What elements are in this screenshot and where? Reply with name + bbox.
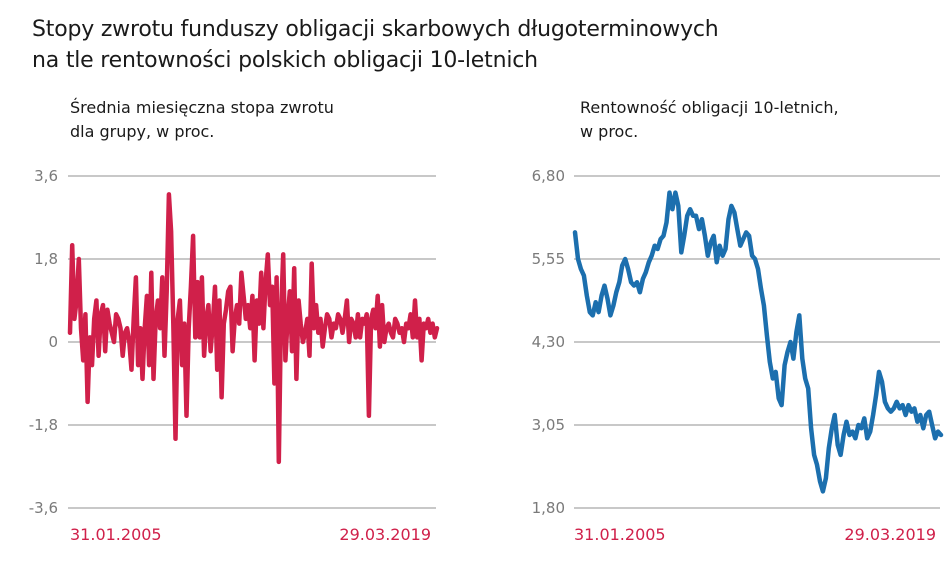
left-x-start-label: 31.01.2005 xyxy=(70,525,162,544)
right-chart-subtitle-line-2: w proc. xyxy=(580,122,639,141)
chart-title: Stopy zwrotu funduszy obligacji skarbowy… xyxy=(32,14,932,76)
left-y-tick-label: -1,8 xyxy=(29,416,58,434)
left-y-tick-label: 0 xyxy=(48,333,58,351)
left-x-end-label: 29.03.2019 xyxy=(339,525,431,544)
left-chart-subtitle-line-2: dla grupy, w proc. xyxy=(70,122,215,141)
right-y-tick-label: 6,80 xyxy=(532,167,565,185)
right-chart-subtitle: Rentowność obligacji 10-letnich, w proc. xyxy=(580,96,839,144)
left-y-tick-label: 1,8 xyxy=(34,250,58,268)
right-y-tick-label: 5,55 xyxy=(532,250,565,268)
right-chart: 6,80 5,55 4,30 3,05 1,80 31.01.2005 29.03.2019 xyxy=(532,167,944,544)
left-chart-subtitle: Średnia miesięczna stopa zwrotu dla grup… xyxy=(70,96,334,144)
right-x-end-label: 29.03.2019 xyxy=(844,525,936,544)
right-x-start-label: 31.01.2005 xyxy=(574,525,666,544)
chart-title-line-2: na tle rentowności polskich obligacji 10… xyxy=(32,48,538,73)
right-y-tick-label: 4,30 xyxy=(532,333,565,351)
right-series-line xyxy=(572,190,944,494)
right-y-tick-label: 1,80 xyxy=(532,499,565,517)
chart-title-line-1: Stopy zwrotu funduszy obligacji skarbowy… xyxy=(32,17,719,42)
left-chart: 3,6 1,8 0 -1,8 -3,6 31.01.2005 29.03.2019 xyxy=(29,167,440,544)
right-y-tick-label: 3,05 xyxy=(532,416,565,434)
left-y-tick-label: -3,6 xyxy=(29,499,58,517)
left-chart-subtitle-line-1: Średnia miesięczna stopa zwrotu xyxy=(70,98,334,117)
left-y-tick-label: 3,6 xyxy=(34,167,58,185)
right-chart-subtitle-line-1: Rentowność obligacji 10-letnich, xyxy=(580,98,839,117)
left-series-line xyxy=(67,192,440,465)
